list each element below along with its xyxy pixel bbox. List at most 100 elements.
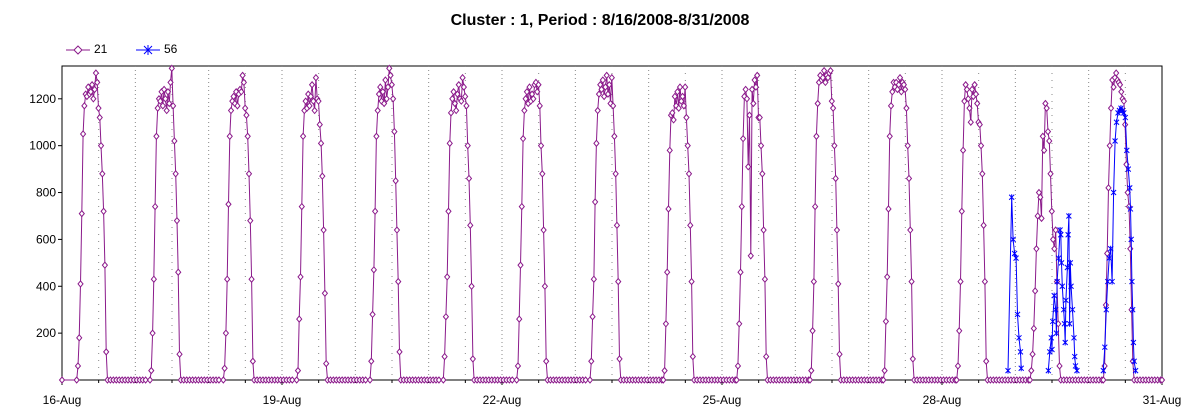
series-21-point xyxy=(377,83,384,91)
chart-title: Cluster : 1, Period : 8/16/2008-8/31/200… xyxy=(450,12,750,29)
series-21-point xyxy=(440,376,447,384)
series-21-point xyxy=(151,202,159,211)
series-21-point xyxy=(589,312,596,321)
series-21-point xyxy=(602,83,609,91)
series-21-point xyxy=(530,95,537,103)
series-21-point xyxy=(757,141,765,150)
x-tick-label: 16-Aug xyxy=(43,393,82,407)
series-21-point xyxy=(895,80,902,89)
series-21-point xyxy=(760,226,767,234)
series-21-point xyxy=(831,141,838,150)
series-21-point xyxy=(736,319,743,328)
series-21-point xyxy=(362,376,369,384)
series-21-point xyxy=(96,113,103,122)
series-21-point xyxy=(751,76,758,84)
series-21-point xyxy=(908,277,915,286)
series-21-point xyxy=(449,95,456,103)
series-21-point xyxy=(464,141,471,150)
series-21-point xyxy=(661,366,668,375)
series-21-point xyxy=(1113,69,1120,77)
series-21-point xyxy=(299,132,307,141)
series-56-point xyxy=(1057,231,1064,238)
series-21-point xyxy=(375,90,383,98)
series-21-point xyxy=(742,85,749,94)
series-21-point xyxy=(1056,362,1063,370)
series-21-point xyxy=(679,92,686,101)
series-21-point xyxy=(85,83,92,91)
series-21-point xyxy=(380,99,388,108)
series-21-point xyxy=(1158,376,1166,384)
series-21-point xyxy=(450,87,457,96)
series-21-point xyxy=(148,366,155,375)
series-21-point xyxy=(388,80,395,89)
series-21-point xyxy=(293,376,300,384)
series-21-point xyxy=(78,209,85,218)
series-21-point xyxy=(953,376,960,384)
series-56-point xyxy=(1104,278,1111,285)
series-21-point xyxy=(458,97,465,105)
series-21-point xyxy=(383,95,390,103)
series-56-point xyxy=(1128,236,1135,243)
series-21-point xyxy=(247,216,254,225)
series-21-point xyxy=(588,357,595,366)
series-21-point xyxy=(540,226,547,234)
series-21-point xyxy=(671,92,679,101)
series-21-point xyxy=(820,66,828,75)
series-56-point xyxy=(1066,320,1073,327)
series-21-point xyxy=(967,118,974,127)
series-21-point xyxy=(974,99,981,108)
series-21-point xyxy=(811,202,819,211)
series-21-point xyxy=(100,207,107,216)
series-21-point xyxy=(611,132,618,141)
series-21-point xyxy=(806,376,814,384)
series-21-point xyxy=(889,87,896,96)
series-56-point xyxy=(1049,318,1056,325)
series-21-point xyxy=(446,139,453,148)
series-56-point xyxy=(1060,306,1067,313)
series-21-point xyxy=(750,99,757,108)
series-56-point xyxy=(1059,283,1066,290)
series-21-point xyxy=(754,71,761,80)
series-21-point xyxy=(1052,226,1059,234)
series-56-point xyxy=(1110,189,1117,196)
series-56-point xyxy=(1127,205,1134,212)
series-21-point xyxy=(536,102,543,110)
series-21-point xyxy=(609,102,617,110)
series-21-point xyxy=(832,174,839,183)
series-21-point xyxy=(74,362,82,370)
series-56-point xyxy=(1121,109,1127,116)
series-21-point xyxy=(733,376,740,384)
legend-marker-21 xyxy=(66,45,90,55)
series-56-point xyxy=(1052,306,1059,313)
series-56-point xyxy=(1013,255,1019,262)
series-21-point xyxy=(1051,244,1058,253)
series-56-point xyxy=(1066,212,1072,219)
series-21-point xyxy=(320,226,327,234)
series-21-point xyxy=(226,132,233,141)
series-21-point xyxy=(307,92,314,101)
series-21-point xyxy=(822,78,829,87)
series-21-point xyxy=(1047,170,1054,178)
series-21-point xyxy=(688,277,695,286)
series-21-point xyxy=(882,317,890,326)
series-21-point xyxy=(523,87,531,96)
series-21-point xyxy=(88,80,96,89)
series-21-point xyxy=(460,83,468,91)
series-21-point xyxy=(171,137,178,145)
series-21-point xyxy=(1110,83,1117,91)
series-21-point xyxy=(743,95,751,103)
series-21-point xyxy=(441,352,448,361)
series-21-point xyxy=(516,315,523,323)
series-21-point xyxy=(395,277,402,286)
series-21-point xyxy=(737,268,744,276)
series-56-point xyxy=(1010,236,1016,243)
series-21-point xyxy=(87,87,94,96)
series-56-point xyxy=(1057,227,1063,234)
series-21-point xyxy=(543,357,550,366)
series-56-point xyxy=(1053,330,1060,337)
series-21-point xyxy=(809,327,816,335)
series-21-point xyxy=(612,170,619,178)
series-21-point xyxy=(526,83,533,91)
series-21-point xyxy=(225,200,232,209)
series-21-point xyxy=(468,282,475,291)
